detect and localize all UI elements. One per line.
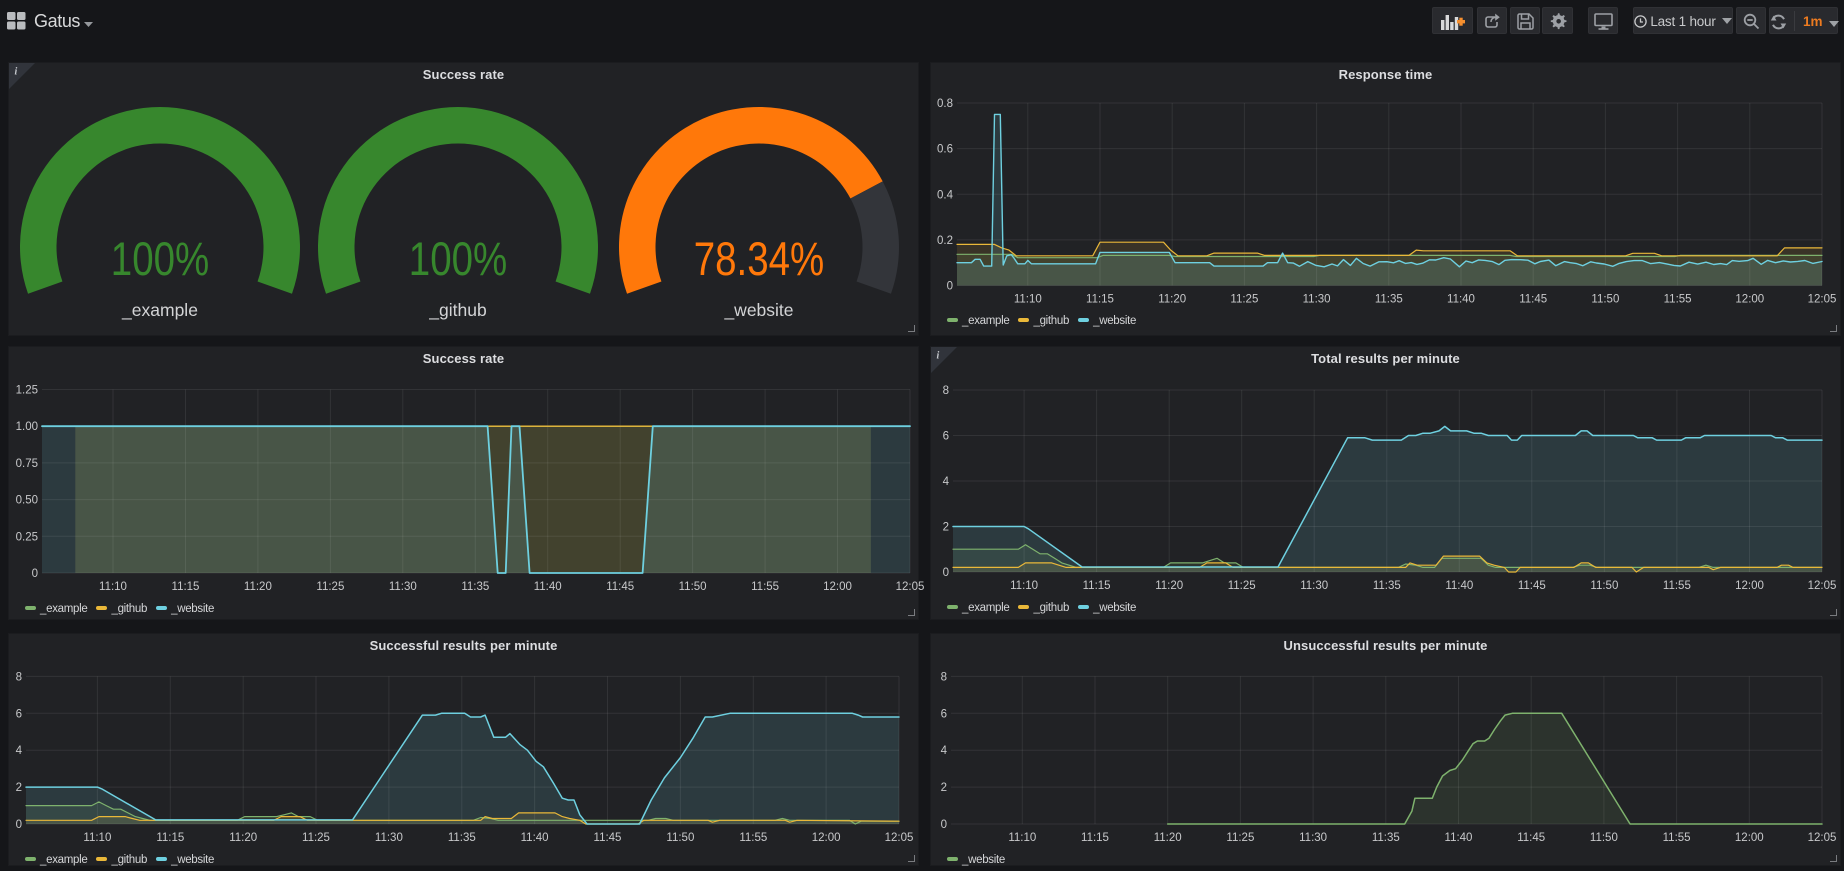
svg-text:11:10: 11:10 <box>1008 832 1036 844</box>
svg-text:2: 2 <box>16 782 22 794</box>
svg-text:2: 2 <box>941 782 947 794</box>
svg-text:11:55: 11:55 <box>1663 580 1691 592</box>
svg-text:11:25: 11:25 <box>1230 294 1258 306</box>
svg-text:11:45: 11:45 <box>1519 294 1547 306</box>
svg-text:11:40: 11:40 <box>534 581 562 593</box>
svg-text:0.6: 0.6 <box>937 144 953 156</box>
svg-text:11:10: 11:10 <box>1014 294 1042 306</box>
svg-text:12:05: 12:05 <box>1808 294 1837 306</box>
svg-text:0.4: 0.4 <box>937 189 954 201</box>
svg-text:11:20: 11:20 <box>244 581 272 593</box>
svg-text:12:05: 12:05 <box>885 832 914 844</box>
svg-text:11:15: 11:15 <box>156 832 184 844</box>
svg-text:12:05: 12:05 <box>896 581 925 593</box>
svg-text:11:10: 11:10 <box>99 581 127 593</box>
svg-text:_github: _github <box>428 300 486 321</box>
svg-text:11:15: 11:15 <box>1086 294 1114 306</box>
svg-text:12:05: 12:05 <box>1808 580 1837 592</box>
svg-text:6: 6 <box>943 431 949 443</box>
svg-text:11:35: 11:35 <box>1375 294 1403 306</box>
svg-text:6: 6 <box>16 708 22 720</box>
svg-text:11:45: 11:45 <box>606 581 634 593</box>
svg-text:12:00: 12:00 <box>812 832 841 844</box>
svg-text:4: 4 <box>943 476 950 488</box>
svg-text:11:25: 11:25 <box>1228 580 1256 592</box>
svg-text:11:10: 11:10 <box>1010 580 1038 592</box>
svg-text:1.25: 1.25 <box>16 385 38 397</box>
svg-text:12:05: 12:05 <box>1808 832 1837 844</box>
svg-text:12:00: 12:00 <box>1735 580 1764 592</box>
svg-text:11:20: 11:20 <box>229 832 257 844</box>
svg-text:11:40: 11:40 <box>521 832 549 844</box>
svg-text:11:40: 11:40 <box>1445 580 1473 592</box>
svg-text:11:50: 11:50 <box>1590 832 1618 844</box>
svg-text:11:30: 11:30 <box>389 581 417 593</box>
svg-text:11:45: 11:45 <box>594 832 622 844</box>
svg-text:100%: 100% <box>111 233 209 286</box>
svg-text:0: 0 <box>16 819 22 831</box>
svg-text:0: 0 <box>943 567 949 579</box>
svg-text:11:20: 11:20 <box>1155 580 1183 592</box>
svg-text:11:20: 11:20 <box>1154 832 1182 844</box>
svg-text:1.00: 1.00 <box>16 421 38 433</box>
svg-text:6: 6 <box>941 708 947 720</box>
svg-text:11:50: 11:50 <box>1591 294 1619 306</box>
svg-text:_website: _website <box>723 300 793 321</box>
svg-text:8: 8 <box>941 671 947 683</box>
svg-text:11:15: 11:15 <box>1083 580 1111 592</box>
svg-text:11:55: 11:55 <box>739 832 767 844</box>
svg-text:11:35: 11:35 <box>461 581 489 593</box>
svg-text:11:25: 11:25 <box>1226 832 1254 844</box>
svg-text:12:00: 12:00 <box>823 581 852 593</box>
svg-text:i: i <box>937 351 940 362</box>
svg-text:11:35: 11:35 <box>1373 580 1401 592</box>
svg-text:11:30: 11:30 <box>1300 580 1328 592</box>
svg-text:0.8: 0.8 <box>937 98 953 110</box>
svg-text:11:35: 11:35 <box>448 832 476 844</box>
svg-text:11:50: 11:50 <box>666 832 694 844</box>
svg-text:11:15: 11:15 <box>172 581 200 593</box>
svg-text:8: 8 <box>943 385 949 397</box>
svg-text:_example: _example <box>121 300 198 321</box>
svg-text:11:55: 11:55 <box>1664 294 1692 306</box>
svg-text:8: 8 <box>16 671 22 683</box>
svg-text:78.34%: 78.34% <box>694 233 824 286</box>
svg-text:12:00: 12:00 <box>1735 294 1764 306</box>
svg-text:0.75: 0.75 <box>16 458 38 470</box>
svg-text:11:25: 11:25 <box>316 581 344 593</box>
svg-text:11:30: 11:30 <box>1303 294 1331 306</box>
svg-text:0: 0 <box>947 281 953 293</box>
svg-text:11:45: 11:45 <box>1518 580 1546 592</box>
svg-text:11:20: 11:20 <box>1158 294 1186 306</box>
svg-text:11:55: 11:55 <box>751 581 779 593</box>
svg-text:2: 2 <box>943 522 949 534</box>
svg-text:11:45: 11:45 <box>1517 832 1545 844</box>
svg-text:11:25: 11:25 <box>302 832 330 844</box>
svg-text:11:30: 11:30 <box>1299 832 1327 844</box>
svg-text:11:55: 11:55 <box>1663 832 1691 844</box>
svg-text:11:40: 11:40 <box>1447 294 1475 306</box>
svg-text:i: i <box>15 67 18 78</box>
svg-text:11:15: 11:15 <box>1081 832 1109 844</box>
svg-text:11:35: 11:35 <box>1372 832 1400 844</box>
svg-text:0: 0 <box>32 568 38 580</box>
svg-text:0.25: 0.25 <box>16 531 38 543</box>
svg-text:11:30: 11:30 <box>375 832 403 844</box>
svg-text:100%: 100% <box>409 233 507 286</box>
svg-text:12:00: 12:00 <box>1735 832 1764 844</box>
svg-text:4: 4 <box>16 745 23 757</box>
svg-text:11:10: 11:10 <box>83 832 111 844</box>
svg-text:0.50: 0.50 <box>16 495 38 507</box>
svg-text:4: 4 <box>941 745 948 757</box>
svg-text:0.2: 0.2 <box>937 235 953 247</box>
svg-text:11:40: 11:40 <box>1445 832 1473 844</box>
svg-text:11:50: 11:50 <box>1590 580 1618 592</box>
svg-text:0: 0 <box>941 819 947 831</box>
svg-text:11:50: 11:50 <box>679 581 707 593</box>
